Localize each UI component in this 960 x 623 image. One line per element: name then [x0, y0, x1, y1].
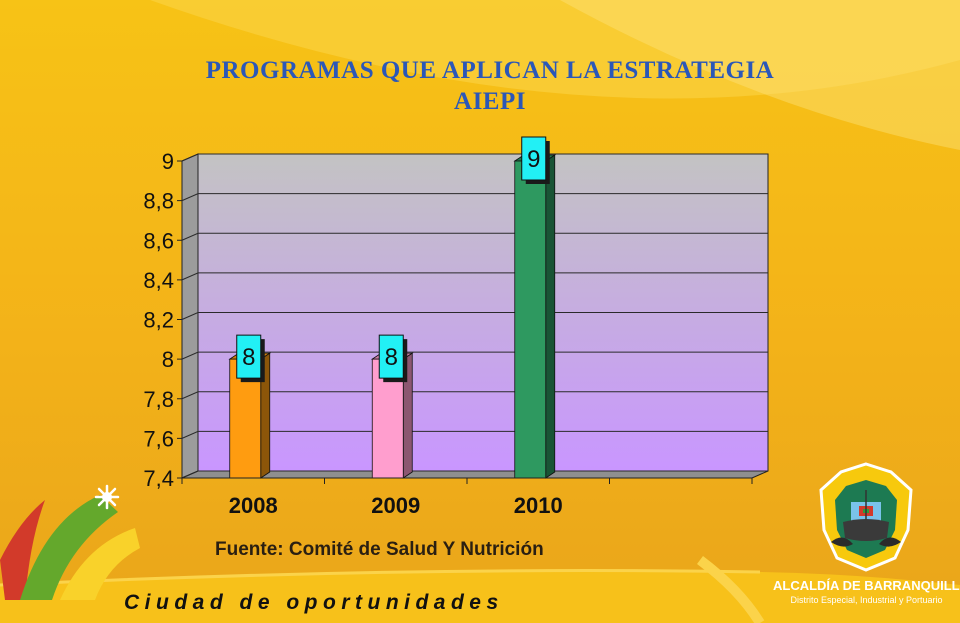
- data-label: 8: [242, 344, 255, 371]
- logo-title: ALCALDÍA DE BARRANQUILLA: [773, 578, 960, 593]
- y-tick-label: 7,4: [143, 466, 174, 491]
- y-tick-label: 7,6: [143, 426, 174, 451]
- red-swoosh: [0, 500, 45, 600]
- bar-front: [514, 160, 547, 479]
- bar-2009: 8: [370, 334, 414, 479]
- data-label-box: [521, 136, 547, 181]
- y-tick-label: 9: [162, 149, 174, 174]
- gridline: [181, 153, 768, 162]
- data-label-box: [236, 334, 262, 379]
- logo-subtitle: Distrito Especial, Industrial y Portuari…: [790, 595, 943, 605]
- y-tick-label: 8: [162, 347, 174, 372]
- slogan: Ciudad de oportunidades: [124, 591, 504, 614]
- city-seal-icon: [819, 462, 913, 572]
- gridline: [181, 312, 768, 320]
- bar-2008: 8: [228, 334, 272, 479]
- gridline: [181, 272, 768, 281]
- green-swoosh: [20, 495, 118, 600]
- gridline: [181, 430, 768, 439]
- data-label: 9: [527, 146, 540, 173]
- source-note: Fuente: Comité de Salud Y Nutrición: [215, 539, 544, 560]
- x-axis-ticks: 2008 2009 2010: [181, 477, 753, 518]
- bar-2010: 9: [513, 136, 557, 479]
- x-tick-label: 2009: [371, 493, 420, 518]
- gridline: [181, 232, 768, 241]
- data-label: 8: [385, 344, 398, 371]
- star-icon: [94, 484, 120, 510]
- chart-title-line1: PROGRAMAS QUE APLICAN LA ESTRATEGIA: [205, 57, 775, 84]
- x-tick-label: 2010: [514, 493, 563, 518]
- gridline: [181, 351, 768, 360]
- gridlines: [181, 153, 768, 479]
- bars: 8 8 9: [228, 136, 557, 479]
- y-axis-ticks: 7,4 7,6 7,8 8 8,2 8,4 8,6 8,8 9: [143, 149, 182, 491]
- alcaldia-logo: ALCALDÍA DE BARRANQUILLA Distrito Especi…: [773, 460, 960, 605]
- y-tick-label: 7,8: [143, 387, 174, 412]
- y-tick-label: 8,8: [143, 189, 174, 214]
- gridline: [181, 470, 768, 479]
- data-label-box: [378, 334, 404, 379]
- yellow-swoosh: [60, 528, 140, 600]
- bar-side: [545, 154, 556, 479]
- y-tick-label: 8,4: [143, 268, 174, 293]
- gridline: [181, 391, 768, 400]
- x-tick-label: 2008: [229, 493, 278, 518]
- chart-title-line2: AIEPI: [454, 88, 526, 115]
- y-tick-label: 8,6: [143, 228, 174, 253]
- gridline: [181, 193, 768, 202]
- y-tick-label: 8,2: [143, 308, 174, 333]
